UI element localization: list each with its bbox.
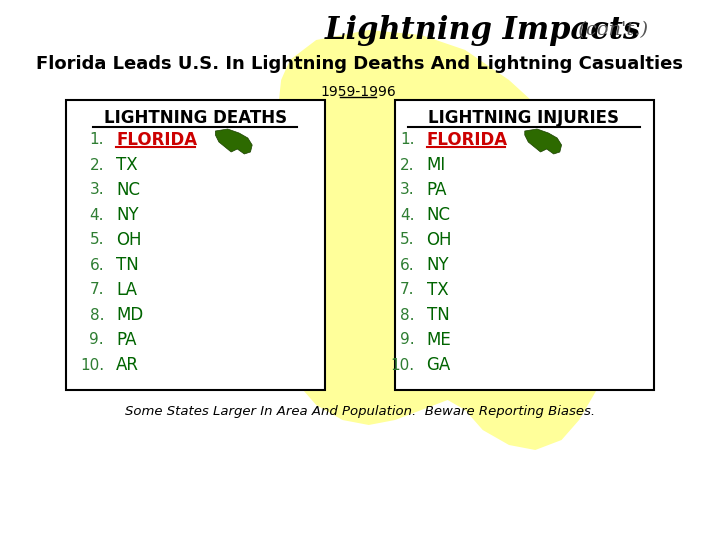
Text: Some States Larger In Area And Population.  Beware Reporting Biases.: Some States Larger In Area And Populatio…	[125, 406, 595, 419]
Text: 6.: 6.	[400, 258, 414, 273]
Text: 8.: 8.	[89, 307, 104, 322]
Text: 2.: 2.	[89, 158, 104, 172]
Text: 2.: 2.	[400, 158, 414, 172]
Text: LIGHTNING DEATHS: LIGHTNING DEATHS	[104, 109, 287, 127]
Text: TN: TN	[117, 256, 139, 274]
Text: NY: NY	[427, 256, 449, 274]
Text: NY: NY	[117, 206, 139, 224]
Polygon shape	[215, 129, 252, 154]
Text: LA: LA	[117, 281, 138, 299]
Text: PA: PA	[117, 331, 137, 349]
Text: OH: OH	[117, 231, 142, 249]
Text: FLORIDA: FLORIDA	[117, 131, 197, 149]
Text: 10.: 10.	[390, 357, 414, 373]
Text: 4.: 4.	[89, 207, 104, 222]
Text: 9.: 9.	[89, 333, 104, 348]
Text: GA: GA	[427, 356, 451, 374]
Text: 6.: 6.	[89, 258, 104, 273]
Text: TX: TX	[427, 281, 449, 299]
Text: 4.: 4.	[400, 207, 414, 222]
Text: TX: TX	[117, 156, 138, 174]
Text: AR: AR	[117, 356, 140, 374]
Text: FLORIDA: FLORIDA	[427, 131, 508, 149]
Text: MD: MD	[117, 306, 143, 324]
Text: 8.: 8.	[400, 307, 414, 322]
Text: 5.: 5.	[400, 233, 414, 247]
Text: MI: MI	[427, 156, 446, 174]
Text: ME: ME	[427, 331, 451, 349]
Polygon shape	[525, 129, 562, 154]
FancyBboxPatch shape	[66, 100, 325, 390]
Text: 7.: 7.	[89, 282, 104, 298]
Text: (con't.): (con't.)	[572, 21, 648, 39]
Text: 1959-1996: 1959-1996	[320, 85, 396, 99]
Text: PA: PA	[427, 181, 447, 199]
Text: LIGHTNING INJURIES: LIGHTNING INJURIES	[428, 109, 619, 127]
Text: 1.: 1.	[400, 132, 414, 147]
Text: NC: NC	[427, 206, 451, 224]
Text: 1.: 1.	[89, 132, 104, 147]
Text: OH: OH	[427, 231, 452, 249]
Text: 9.: 9.	[400, 333, 414, 348]
Polygon shape	[276, 30, 623, 450]
Text: 7.: 7.	[400, 282, 414, 298]
Text: TN: TN	[427, 306, 449, 324]
Text: Florida Leads U.S. In Lightning Deaths And Lightning Casualties: Florida Leads U.S. In Lightning Deaths A…	[37, 55, 683, 73]
Text: 10.: 10.	[80, 357, 104, 373]
Text: 5.: 5.	[89, 233, 104, 247]
Text: 3.: 3.	[89, 183, 104, 198]
Text: Lightning Impacts: Lightning Impacts	[325, 15, 641, 45]
Text: 3.: 3.	[400, 183, 414, 198]
FancyBboxPatch shape	[395, 100, 654, 390]
Text: NC: NC	[117, 181, 140, 199]
